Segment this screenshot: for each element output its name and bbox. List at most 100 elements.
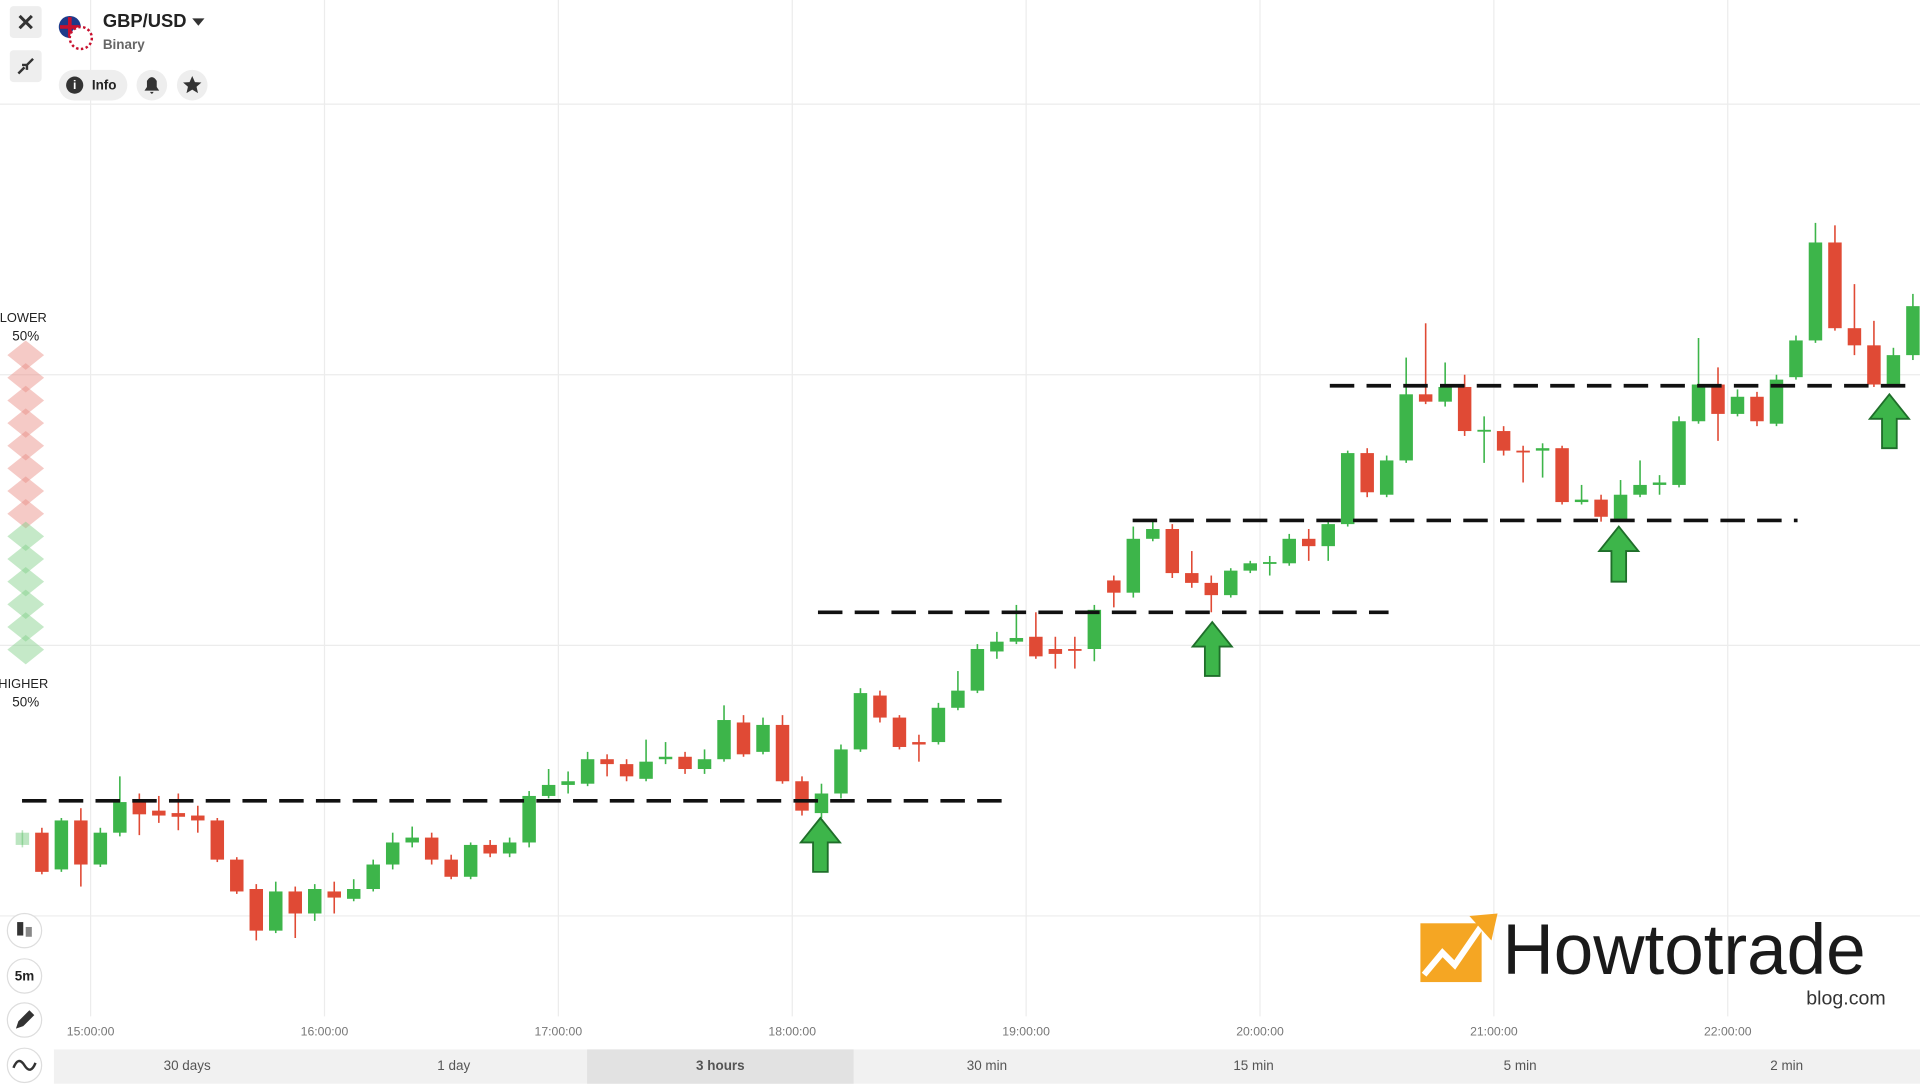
candle-body	[1808, 242, 1823, 341]
candle-body	[269, 891, 283, 931]
info-icon	[66, 76, 84, 94]
candle-body	[1457, 386, 1472, 432]
candle-body	[308, 889, 322, 914]
candle-body	[1594, 499, 1608, 517]
x-tick-label: 19:00:00	[1002, 1025, 1050, 1039]
candle-body	[892, 717, 907, 747]
candle-body	[678, 756, 692, 770]
period-selected	[587, 1049, 854, 1084]
sentiment-diamond	[7, 634, 45, 665]
higher-label: HIGHER	[0, 676, 48, 691]
asset-name[interactable]: GBP/USD	[103, 10, 187, 31]
pencil-icon	[15, 1010, 35, 1029]
candle-body	[1652, 482, 1667, 485]
candle-body	[1107, 580, 1121, 593]
logo-icon	[1420, 923, 1482, 983]
candle-body	[1146, 529, 1160, 539]
candle-body	[756, 724, 770, 752]
period-bar	[53, 1049, 1920, 1084]
x-tick-label: 20:00:00	[1236, 1025, 1284, 1039]
logo-arrow-head	[1469, 913, 1498, 941]
flag-gb-cross	[60, 17, 80, 37]
chart-type-button[interactable]	[6, 912, 43, 949]
candle-body	[1399, 394, 1413, 461]
candle-body	[405, 837, 419, 843]
candle-body	[171, 813, 186, 817]
option-type: Binary	[103, 37, 145, 52]
candle-body	[1282, 538, 1296, 564]
annotations	[22, 383, 1911, 873]
candle-body	[912, 742, 926, 745]
candle-body	[970, 649, 985, 691]
period-option[interactable]: 3 hours	[696, 1058, 745, 1073]
candle-body	[1672, 421, 1686, 485]
x-tick-label: 21:00:00	[1470, 1025, 1518, 1039]
info-label: Info	[92, 77, 117, 92]
candle-body	[522, 795, 536, 843]
candle-body	[1535, 448, 1550, 451]
candle-body	[346, 889, 361, 899]
candle-body	[1185, 573, 1199, 583]
candle-body	[366, 864, 380, 890]
candle-body	[600, 759, 614, 765]
candle-body	[1750, 396, 1764, 422]
candle-body	[463, 844, 478, 877]
candle-body	[1340, 453, 1355, 525]
candle-body	[1711, 384, 1725, 414]
candle-body	[1828, 242, 1842, 329]
candle-body	[1379, 460, 1394, 495]
candle-body	[288, 891, 302, 914]
x-tick-label: 15:00:00	[67, 1025, 115, 1039]
candle-body	[74, 820, 88, 865]
candle-body	[502, 842, 517, 854]
up-arrow	[1867, 392, 1911, 450]
candle-body	[1477, 429, 1491, 432]
sentiment-bar	[7, 340, 45, 665]
candle-body	[697, 759, 712, 770]
period-option[interactable]: 30 min	[967, 1058, 1007, 1073]
period-option[interactable]: 1 day	[437, 1058, 470, 1073]
candle-body	[35, 832, 49, 872]
candle-body	[834, 749, 848, 794]
period-option[interactable]: 5 min	[1504, 1058, 1537, 1073]
candle-body	[15, 832, 30, 845]
candle-body	[1009, 637, 1024, 642]
info-glyph: i	[73, 78, 76, 92]
logo-name: Howtotrade	[1502, 911, 1865, 990]
x-tick-label: 17:00:00	[535, 1025, 583, 1039]
candle-body	[1204, 582, 1219, 596]
asset-dropdown[interactable]	[192, 18, 205, 26]
candle-body	[951, 690, 965, 708]
close-icon	[18, 14, 33, 30]
candle-body	[639, 761, 653, 779]
candle-body	[1048, 649, 1063, 654]
period-option[interactable]: 15 min	[1233, 1058, 1273, 1073]
up-arrow	[798, 816, 842, 873]
candle-body	[580, 759, 595, 784]
candle-body	[1263, 562, 1277, 564]
chart-type-icon	[17, 922, 24, 936]
candle-body	[327, 891, 341, 898]
candle-body	[1126, 538, 1141, 593]
period-option[interactable]: 30 days	[164, 1058, 211, 1073]
candle-body	[191, 815, 205, 821]
collapse-icon	[17, 57, 34, 75]
candle-body	[210, 820, 225, 860]
chart-type-icon	[25, 926, 32, 937]
candle-body	[1769, 379, 1784, 424]
candle-body	[1418, 394, 1433, 402]
candle-body	[1886, 355, 1901, 385]
up-arrow	[1190, 620, 1234, 677]
period-option[interactable]: 2 min	[1770, 1058, 1803, 1073]
candle-body	[1516, 450, 1530, 453]
candle-body	[1087, 609, 1102, 650]
candle-body	[93, 832, 108, 865]
candles	[15, 222, 1920, 941]
indicator-icon	[12, 1059, 37, 1071]
candle-body	[1321, 524, 1335, 547]
bell-icon	[144, 77, 160, 94]
higher-pct: 50%	[12, 694, 39, 709]
candle-body	[385, 842, 400, 865]
interval-button[interactable]	[6, 958, 43, 994]
